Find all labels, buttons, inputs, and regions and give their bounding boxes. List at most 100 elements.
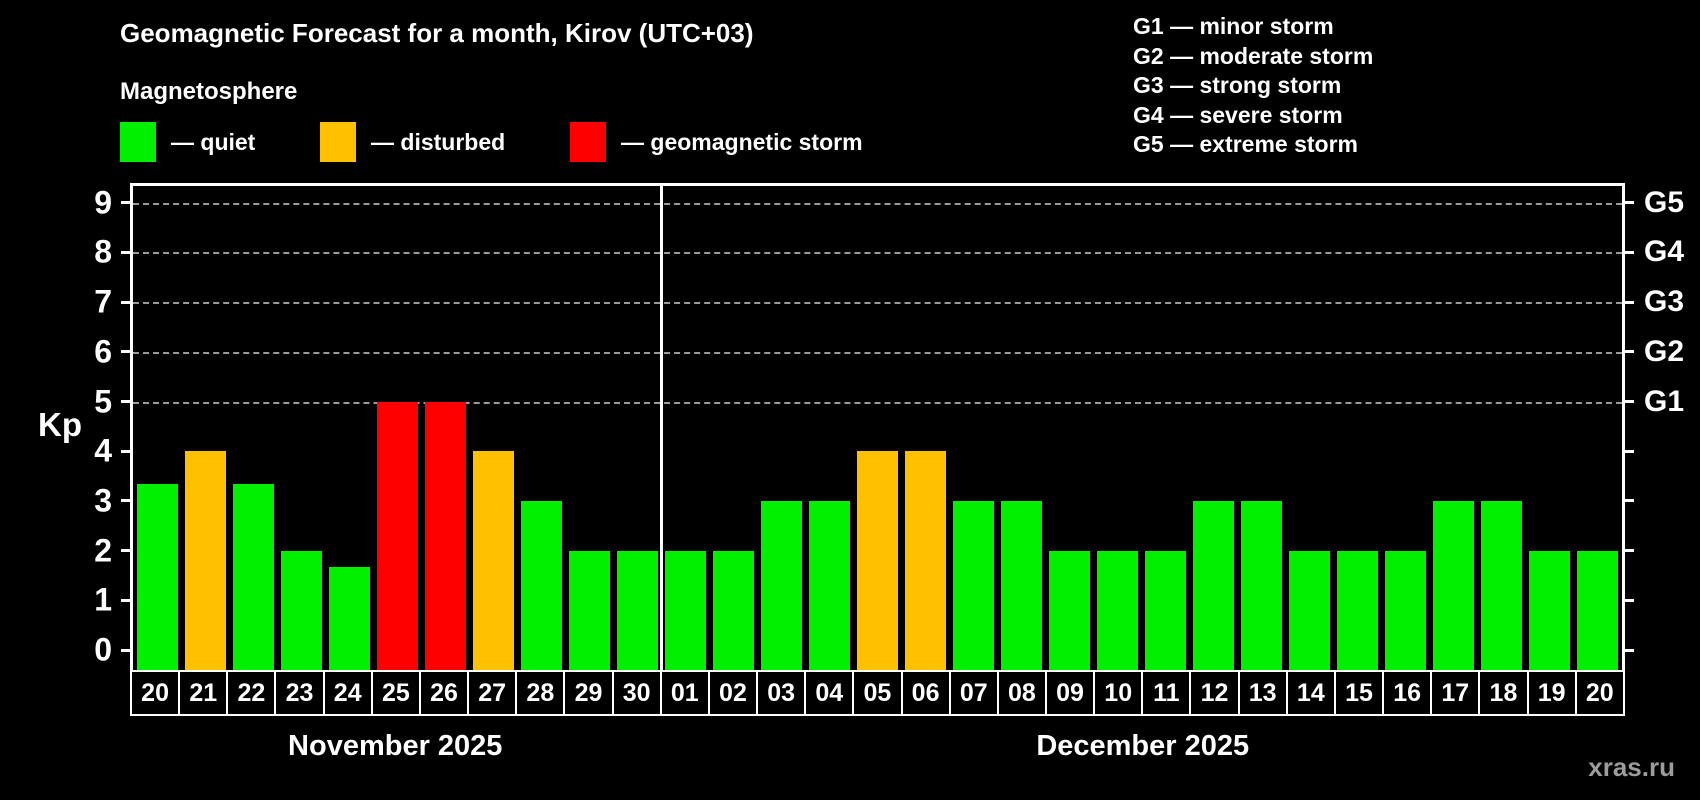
- kp-tick-7: [121, 300, 130, 304]
- date-label: 28: [515, 670, 566, 716]
- date-label: 08: [996, 670, 1047, 716]
- kp-bar: [472, 451, 514, 670]
- legend-label-storm: — geomagnetic storm: [621, 128, 863, 155]
- date-label: 26: [418, 670, 470, 716]
- plot-area: [130, 183, 1625, 670]
- kp-tick-label-4: 4: [94, 432, 112, 469]
- date-label: 19: [1526, 670, 1577, 716]
- g-tick: [1625, 201, 1634, 205]
- kp-bar: [520, 500, 562, 670]
- storm-color-swatch: [570, 122, 606, 162]
- month-separator-line: [659, 186, 663, 670]
- kp-tick-3: [121, 499, 130, 503]
- kp-bar: [664, 550, 706, 670]
- kp-tick-5: [121, 400, 130, 403]
- storm-scale-line-2: G2 — moderate storm: [1133, 42, 1374, 69]
- month-label-december: December 2025: [1036, 730, 1250, 762]
- kp-tick-0: [121, 648, 130, 652]
- date-label: 22: [226, 670, 277, 716]
- kp-bar: [136, 484, 178, 670]
- kp-bar: [1337, 550, 1379, 670]
- kp-bar: [857, 451, 898, 670]
- kp-bar: [808, 500, 850, 670]
- kp-tick-4: [121, 449, 130, 453]
- date-axis: 20 21 22 23 24 25 26 27 28 29 30 01 02 03 04 05 06 07 08 09…: [130, 670, 1625, 716]
- date-label: 21: [178, 670, 229, 716]
- kp-tick-label-5: 5: [94, 383, 112, 419]
- date-label: 12: [1189, 670, 1240, 716]
- g-label-G4: G4: [1644, 235, 1685, 269]
- legend-item-disturbed: — disturbed: [320, 122, 505, 162]
- month-label-november: November 2025: [288, 730, 503, 762]
- kp-bar: [232, 484, 274, 670]
- storm-scale-legend: G1 — minor storm G2 — moderate storm G3 — …: [1133, 12, 1373, 160]
- kp-tick-6: [121, 350, 130, 354]
- gridline-kp6: [133, 351, 1622, 354]
- storm-scale-line-1: G1 — minor storm: [1133, 13, 1334, 39]
- magnetosphere-label: Magnetosphere: [120, 78, 298, 105]
- kp-bar: [1097, 550, 1139, 670]
- storm-scale-line-5: G5 — extreme storm: [1133, 131, 1358, 157]
- date-label: 25: [370, 670, 421, 716]
- g-tick: [1625, 598, 1634, 602]
- kp-bar: [1529, 550, 1571, 670]
- legend-item-quiet: — quiet: [120, 122, 255, 162]
- date-label: 13: [1237, 670, 1288, 716]
- date-label: 07: [948, 670, 999, 716]
- kp-bar: [1289, 550, 1331, 670]
- kp-tick-9: [121, 201, 130, 205]
- date-label: 17: [1430, 670, 1481, 716]
- gridline-kp9: [133, 202, 1622, 205]
- g-tick: [1625, 250, 1634, 254]
- date-label: 23: [274, 670, 325, 716]
- kp-tick-1: [121, 598, 130, 602]
- kp-tick-label-0: 0: [94, 631, 112, 668]
- kp-tick-8: [121, 250, 130, 254]
- g-tick: [1625, 350, 1634, 354]
- kp-bar: [184, 451, 226, 670]
- g-label-G1: G1: [1644, 384, 1685, 418]
- date-label: 30: [611, 670, 662, 716]
- kp-bar: [1145, 550, 1187, 670]
- kp-bar: [376, 401, 418, 670]
- kp-tick-label-7: 7: [94, 283, 112, 320]
- kp-bar: [1577, 550, 1619, 670]
- date-label: 09: [1044, 670, 1096, 716]
- kp-bar: [568, 550, 610, 670]
- kp-bar: [424, 401, 466, 670]
- date-label: 16: [1382, 670, 1433, 716]
- gridline-kp7: [133, 302, 1622, 305]
- date-label: 20: [1574, 670, 1625, 716]
- date-label: 20: [130, 670, 181, 716]
- date-label: 03: [756, 670, 807, 716]
- g-tick: [1625, 400, 1634, 403]
- g-label-G2: G2: [1644, 334, 1685, 368]
- g-tick: [1625, 499, 1634, 503]
- g-label-G3: G3: [1644, 285, 1685, 319]
- kp-bar: [280, 550, 322, 670]
- date-label: 15: [1333, 670, 1385, 716]
- kp-tick-label-1: 1: [94, 581, 112, 618]
- chart-title: Geomagnetic Forecast for a month, Kirov …: [120, 18, 754, 48]
- date-label: 27: [467, 670, 518, 716]
- date-label: 04: [804, 670, 855, 716]
- date-label: 24: [322, 670, 373, 716]
- date-label: 11: [1141, 670, 1192, 716]
- kp-bar: [953, 500, 995, 670]
- kp-tick-label-3: 3: [94, 482, 112, 519]
- kp-bar: [1001, 500, 1043, 670]
- legend-item-storm: — geomagnetic storm: [570, 122, 863, 162]
- disturbed-color-swatch: [320, 122, 356, 162]
- kp-axis-label: Kp: [38, 406, 82, 443]
- gridline-kp8: [133, 252, 1622, 255]
- date-label: 14: [1285, 670, 1336, 716]
- g-tick: [1625, 449, 1634, 453]
- kp-bar: [1385, 550, 1427, 670]
- legend-label-quiet: — quiet: [171, 128, 256, 155]
- kp-bar: [328, 567, 370, 670]
- kp-bar: [1241, 500, 1283, 670]
- kp-bar: [616, 550, 658, 670]
- date-label: 06: [900, 670, 951, 716]
- kp-bar: [1193, 500, 1235, 670]
